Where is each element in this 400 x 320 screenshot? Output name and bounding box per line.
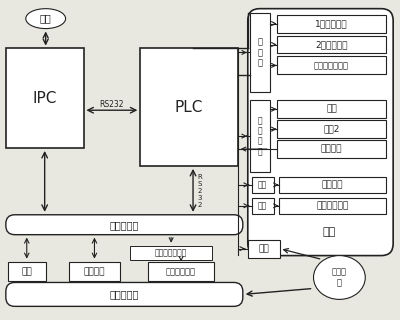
Text: RS232: RS232: [99, 100, 124, 109]
Text: 电机2: 电机2: [323, 124, 340, 134]
FancyBboxPatch shape: [277, 15, 386, 33]
Text: 信号: 信号: [21, 267, 32, 276]
Ellipse shape: [26, 9, 66, 28]
Text: 角定位步进电机: 角定位步进电机: [314, 61, 349, 70]
FancyBboxPatch shape: [279, 198, 386, 214]
FancyBboxPatch shape: [248, 9, 393, 256]
Text: 步进中间驱动器: 步进中间驱动器: [155, 248, 187, 257]
FancyBboxPatch shape: [6, 283, 243, 306]
FancyBboxPatch shape: [277, 140, 386, 158]
Text: 气缸: 气缸: [258, 201, 267, 210]
FancyBboxPatch shape: [250, 13, 270, 92]
FancyBboxPatch shape: [250, 100, 270, 172]
Text: 电机: 电机: [326, 105, 337, 114]
Text: 角定位机械手: 角定位机械手: [316, 201, 348, 210]
Text: 驱
动
器: 驱 动 器: [257, 37, 262, 68]
Text: 数据采集卡: 数据采集卡: [110, 220, 139, 230]
FancyBboxPatch shape: [248, 240, 280, 258]
Ellipse shape: [314, 256, 365, 300]
Text: 1轴步进电机: 1轴步进电机: [315, 19, 348, 28]
FancyBboxPatch shape: [277, 36, 386, 53]
FancyBboxPatch shape: [277, 56, 386, 74]
Text: 测量步进电机: 测量步进电机: [166, 267, 196, 276]
Text: 状态信号: 状态信号: [321, 145, 342, 154]
Text: 链轮组对象: 链轮组对象: [110, 289, 139, 300]
Text: PLC: PLC: [175, 100, 203, 115]
FancyBboxPatch shape: [277, 120, 386, 138]
Text: 显示: 显示: [40, 14, 52, 24]
FancyBboxPatch shape: [277, 100, 386, 118]
Text: 工位切
换: 工位切 换: [332, 268, 347, 287]
FancyBboxPatch shape: [252, 198, 274, 214]
FancyBboxPatch shape: [140, 49, 238, 166]
FancyBboxPatch shape: [148, 261, 214, 282]
Text: 定位装置: 定位装置: [322, 180, 343, 189]
Text: 相位脉冲: 相位脉冲: [84, 267, 105, 276]
FancyBboxPatch shape: [130, 246, 212, 260]
Text: IPC: IPC: [32, 91, 57, 106]
FancyBboxPatch shape: [8, 261, 46, 282]
Text: 马达: 马达: [258, 244, 269, 253]
Text: 2轴步进电机: 2轴步进电机: [315, 40, 348, 49]
FancyBboxPatch shape: [6, 49, 84, 148]
FancyBboxPatch shape: [252, 177, 274, 193]
FancyBboxPatch shape: [6, 215, 243, 235]
Text: 气缸: 气缸: [258, 180, 267, 189]
Text: R
S
2
3
2: R S 2 3 2: [198, 174, 202, 208]
Text: 强
电
控
制: 强 电 控 制: [258, 116, 262, 156]
Text: 加工: 加工: [323, 227, 336, 237]
FancyBboxPatch shape: [68, 261, 120, 282]
FancyBboxPatch shape: [279, 177, 386, 193]
